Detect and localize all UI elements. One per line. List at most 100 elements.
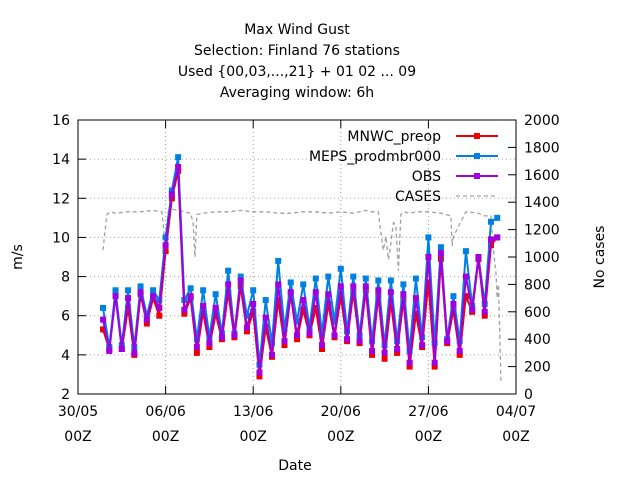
axes: 2 4 6 8 10 12 14 16 0 200 400 600 800 1000 1200 1400 160… — [52, 113, 559, 445]
data-point — [262, 324, 269, 331]
legend-label: MNWC_preop — [347, 129, 441, 145]
y-tick-label: 2 — [61, 387, 70, 403]
data-point — [325, 300, 332, 307]
y2-tick-label: 1400 — [524, 195, 560, 211]
x-tick-label-hour: 00Z — [502, 429, 529, 445]
data-point — [406, 363, 413, 370]
y-tick-label: 4 — [61, 348, 70, 364]
data-point — [262, 314, 269, 321]
data-point — [437, 250, 444, 257]
data-point — [294, 332, 300, 339]
y2-axis-label: No cases — [592, 226, 608, 289]
legend-label: MEPS_prodmbr000 — [309, 149, 441, 165]
data-point — [281, 326, 288, 333]
data-point — [312, 275, 319, 282]
data-point — [319, 345, 326, 352]
data-point — [106, 347, 113, 354]
data-point — [381, 355, 388, 362]
data-point — [494, 214, 501, 221]
data-point — [212, 291, 219, 298]
data-point — [387, 277, 394, 284]
data-point — [462, 293, 469, 300]
data-point — [331, 318, 338, 325]
data-point — [125, 287, 132, 294]
data-point — [143, 320, 150, 327]
data-point — [481, 312, 488, 319]
y-tick-label: 14 — [52, 152, 70, 168]
data-point — [487, 236, 494, 243]
title-line-2: Selection: Finland 76 stations — [194, 43, 400, 59]
data-point — [250, 287, 257, 294]
series-line-OBS — [102, 166, 498, 373]
data-point — [231, 332, 238, 339]
data-point — [162, 242, 169, 249]
y-tick-label: 16 — [52, 113, 70, 129]
data-point — [312, 289, 319, 296]
legend-swatch-marker — [474, 173, 480, 179]
data-point — [281, 338, 288, 345]
data-point — [131, 349, 138, 356]
data-point — [150, 293, 157, 300]
plot-area — [100, 154, 502, 384]
data-point — [225, 267, 232, 274]
x-tick-label-date: 04/07 — [496, 404, 536, 420]
data-point — [362, 283, 369, 290]
x-tick-label-date: 27/06 — [408, 404, 448, 420]
x-tick-label-hour: 00Z — [239, 429, 266, 445]
data-point — [256, 369, 263, 376]
data-point — [456, 347, 463, 354]
data-point — [200, 302, 207, 309]
y2-tick-label: 400 — [524, 332, 551, 348]
data-point — [400, 281, 407, 288]
data-point — [275, 297, 282, 304]
y2-tick-label: 200 — [524, 360, 551, 376]
data-point — [243, 312, 250, 319]
data-point — [350, 283, 357, 290]
data-point — [325, 291, 332, 298]
data-point — [444, 338, 451, 345]
data-point — [212, 304, 219, 311]
data-point — [193, 349, 200, 356]
data-point — [125, 295, 132, 302]
data-point — [425, 234, 432, 241]
data-point — [294, 318, 300, 325]
title-line-1: Max Wind Gust — [244, 22, 350, 38]
data-point — [137, 283, 144, 290]
data-point — [387, 289, 394, 296]
data-point — [425, 254, 432, 260]
data-point — [281, 342, 288, 349]
data-point — [419, 342, 426, 349]
data-point — [243, 324, 250, 331]
y2-tick-label: 600 — [524, 305, 551, 321]
data-point — [431, 363, 438, 370]
data-point — [325, 273, 332, 280]
data-point — [175, 154, 182, 161]
data-point — [450, 293, 457, 300]
data-point — [369, 351, 376, 358]
x-tick-label-hour: 00Z — [152, 429, 179, 445]
data-point — [331, 332, 338, 339]
data-point — [168, 191, 175, 198]
data-point — [319, 342, 326, 349]
data-point — [100, 304, 107, 311]
data-point — [300, 281, 307, 288]
data-point — [456, 351, 463, 358]
data-point — [425, 279, 432, 286]
data-point — [337, 293, 344, 300]
x-tick-label-date: 30/05 — [58, 404, 98, 420]
data-point — [206, 344, 213, 351]
legend: MNWC_preop MEPS_prodmbr000 OBS CASES — [309, 129, 498, 205]
data-point — [337, 265, 344, 272]
data-point — [312, 304, 319, 311]
data-point — [337, 283, 344, 290]
data-point — [193, 344, 200, 351]
legend-label: OBS — [412, 169, 441, 185]
data-point — [100, 326, 107, 333]
data-point — [375, 277, 382, 284]
plot-frame — [77, 119, 517, 395]
y-tick-label: 8 — [61, 270, 70, 286]
x-tick-label-date: 06/06 — [145, 404, 185, 420]
data-point — [100, 316, 107, 323]
y-tick-label: 12 — [52, 191, 70, 207]
y2-tick-label: 0 — [524, 387, 533, 403]
